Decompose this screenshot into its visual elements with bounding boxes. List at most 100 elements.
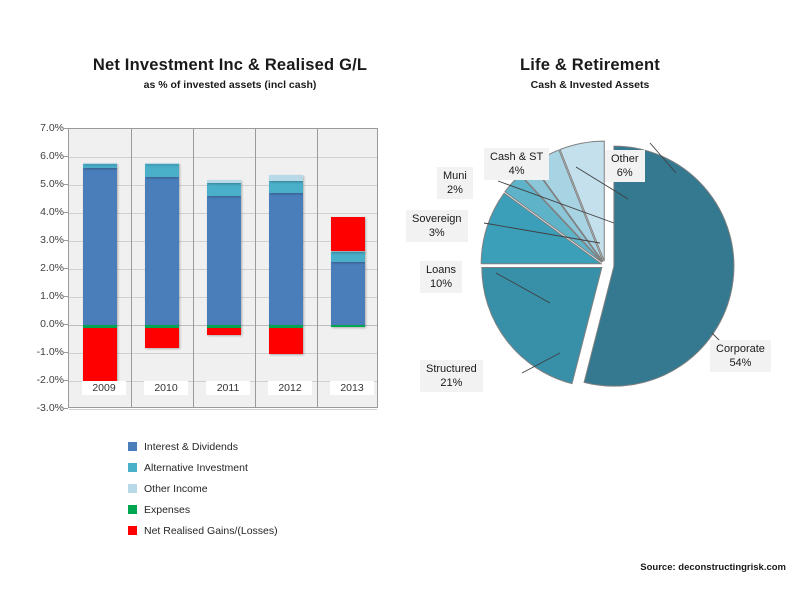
y-axis-tick-mark: [64, 184, 68, 185]
category-separator: [317, 129, 318, 407]
y-axis-tick-mark: [64, 352, 68, 353]
legend-label: Expenses: [144, 503, 191, 516]
pie-graphic: [480, 140, 735, 387]
bar-segment[interactable]: [207, 183, 241, 196]
pie-chart-subtitle: Cash & Invested Assets: [530, 79, 650, 91]
bar-segment[interactable]: [269, 193, 303, 325]
y-axis-tick-label: 0.0%: [40, 318, 64, 330]
legend-item[interactable]: Net Realised Gains/(Losses): [128, 520, 278, 541]
y-axis-tick-mark: [64, 408, 68, 409]
bar-stack[interactable]: [145, 129, 179, 407]
bar-stack[interactable]: [331, 129, 365, 407]
bar-plot-area: 2009 2010 2011 2012 2013: [68, 128, 378, 410]
bar-segment[interactable]: [83, 167, 117, 325]
bar-segment[interactable]: [269, 325, 303, 328]
pie-chart: Life & Retirement Cash & Invested Assets…: [400, 56, 800, 435]
pie-leader-line: [483, 222, 601, 244]
legend-item[interactable]: Expenses: [128, 499, 278, 520]
y-axis-tick-label: 5.0%: [40, 178, 64, 190]
x-axis-label-2012: 2012: [268, 381, 312, 395]
pie-label-sovereign-name: Sovereign: [412, 213, 462, 225]
bar-segment[interactable]: [145, 163, 179, 177]
y-axis-tick-mark: [64, 296, 68, 297]
bar-segment[interactable]: [145, 162, 179, 164]
legend-swatch-icon: [128, 505, 137, 514]
pie-slice-other[interactable]: [559, 140, 605, 262]
legend-swatch-icon: [128, 463, 137, 472]
legend-swatch-icon: [128, 484, 137, 493]
bar-segment[interactable]: [145, 176, 179, 325]
bar-segment[interactable]: [145, 327, 179, 348]
bar-segment[interactable]: [331, 325, 365, 328]
source-note: Source: deconstructingrisk.com: [640, 562, 786, 573]
bar-stack[interactable]: [207, 129, 241, 407]
bar-segment[interactable]: [83, 328, 117, 388]
pie-label-corporate-value: 54%: [729, 357, 752, 369]
pie-slice-loans[interactable]: [480, 192, 603, 265]
gridline: [69, 353, 377, 354]
pie-label-sovereign-value: 3%: [428, 227, 445, 239]
bar-segment[interactable]: [83, 162, 117, 165]
y-axis-tick-label: 6.0%: [40, 150, 64, 162]
pie-label-muni-value: 2%: [446, 184, 463, 196]
bar-chart-legend: Interest & Dividends Alternative Investme…: [128, 436, 278, 541]
x-axis-label-2010: 2010: [144, 381, 188, 395]
y-axis-tick-mark: [64, 268, 68, 269]
bar-segment[interactable]: [83, 164, 117, 168]
pie-slice-structured[interactable]: [481, 266, 603, 385]
y-axis-tick-label: -2.0%: [36, 374, 64, 386]
bar-segment[interactable]: [207, 328, 241, 335]
bar-segment[interactable]: [207, 195, 241, 325]
pie-label-loans-value: 10%: [429, 278, 452, 290]
pie-label-loans: Loans 10%: [420, 261, 462, 293]
pie-label-corporate-name: Corporate: [716, 343, 765, 355]
pie-slice-corporate[interactable]: [583, 145, 735, 387]
bar-segment[interactable]: [331, 251, 365, 262]
pie-leader-line: [521, 352, 561, 374]
y-axis-tick-mark: [64, 128, 68, 129]
bar-chart-title: Net Investment Inc & Realised G/L: [92, 56, 368, 74]
category-separator: [193, 129, 194, 407]
pie-leader-line: [495, 272, 551, 304]
bar-segment[interactable]: [269, 174, 303, 181]
y-axis-tick-mark: [64, 212, 68, 213]
x-axis-label-2013: 2013: [330, 381, 374, 395]
pie-label-other-value: 6%: [616, 167, 633, 179]
y-axis-tick-mark: [64, 156, 68, 157]
pie-label-other-name: Other: [611, 153, 639, 165]
bar-segment[interactable]: [269, 327, 303, 354]
legend-item[interactable]: Interest & Dividends: [128, 436, 278, 457]
pie-label-sovereign: Sovereign 3%: [406, 210, 468, 242]
bar-segment[interactable]: [269, 180, 303, 194]
legend-label: Alternative Investment: [144, 461, 248, 474]
bar-stack[interactable]: [269, 129, 303, 407]
category-separator: [255, 129, 256, 407]
bar-chart: Net Investment Inc & Realised G/L as % o…: [0, 0, 420, 440]
pie-label-cashst-value: 4%: [508, 165, 525, 177]
gridline: [69, 409, 377, 410]
bar-segment[interactable]: [331, 262, 365, 325]
bar-segment[interactable]: [207, 179, 241, 184]
y-axis-tick-label: 2.0%: [40, 262, 64, 274]
bar-chart-subtitle: as % of invested assets (incl cash): [143, 79, 317, 91]
legend-item[interactable]: Other Income: [128, 478, 278, 499]
legend-label: Other Income: [144, 482, 208, 495]
y-axis-tick-label: -3.0%: [36, 402, 64, 414]
legend-label: Net Realised Gains/(Losses): [144, 524, 278, 537]
pie-label-corporate: Corporate 54%: [710, 340, 771, 372]
legend-item[interactable]: Alternative Investment: [128, 457, 278, 478]
y-axis-tick-label: 1.0%: [40, 290, 64, 302]
pie-label-structured: Structured 21%: [420, 360, 483, 392]
bar-segment[interactable]: [145, 325, 179, 328]
bar-segment[interactable]: [207, 325, 241, 329]
bar-segment[interactable]: [331, 250, 365, 252]
bar-segment[interactable]: [331, 217, 365, 251]
y-axis-tick-label: 7.0%: [40, 122, 64, 134]
pie-leader-line: [497, 180, 615, 224]
x-axis-label-2009: 2009: [82, 381, 126, 395]
y-axis-tick-label: 4.0%: [40, 206, 64, 218]
bar-segment[interactable]: [83, 325, 117, 329]
bar-stack[interactable]: [83, 129, 117, 407]
y-axis-tick-mark: [64, 324, 68, 325]
